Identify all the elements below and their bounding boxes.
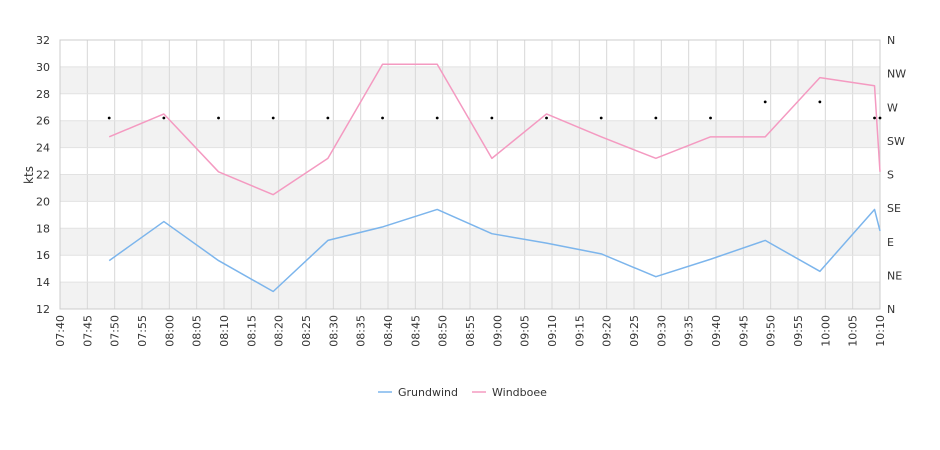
direction-marker [545, 116, 548, 120]
y-tick-label: 16 [36, 249, 50, 262]
y-tick-label: 20 [36, 195, 50, 208]
direction-marker [326, 116, 330, 120]
right-axis-label: N [887, 34, 895, 47]
direction-marker [271, 116, 275, 120]
x-tick-label: 09:15 [573, 315, 586, 347]
right-axis-label: W [887, 101, 898, 114]
legend-item-grundwind[interactable]: Grundwind [378, 386, 458, 399]
legend-label: Windboee [492, 386, 547, 399]
y-tick-label: 22 [36, 169, 50, 182]
series-lines [108, 63, 881, 293]
y-tick-label: 18 [36, 222, 50, 235]
x-tick-label: 08:45 [409, 315, 422, 347]
x-tick-label: 10:00 [819, 315, 832, 347]
direction-marker [654, 116, 658, 120]
right-axis-label: NW [887, 68, 906, 81]
x-tick-label: 07:40 [54, 315, 67, 347]
x-tick-label: 07:55 [136, 315, 149, 347]
right-axis-ticks: N NE E SE S SW W NW N [887, 34, 906, 316]
x-tick-label: 08:30 [327, 315, 340, 347]
x-tick-label: 09:35 [683, 315, 696, 347]
legend-item-windboee[interactable]: Windboee [472, 386, 547, 399]
y-tick-label: 12 [36, 303, 50, 316]
x-tick-label: 08:05 [191, 315, 204, 347]
plot-border [59, 39, 881, 310]
right-axis-label: S [887, 169, 894, 182]
x-tick-label: 09:55 [792, 315, 805, 347]
direction-marker [217, 116, 220, 120]
x-tick-label: 09:45 [737, 315, 750, 347]
right-axis-label: NE [887, 269, 902, 282]
direction-marker [435, 116, 439, 120]
x-tick-label: 09:05 [519, 315, 532, 347]
x-tick-label: 08:40 [382, 315, 395, 347]
direction-marker [599, 116, 603, 120]
x-tick-label: 08:55 [464, 315, 477, 347]
right-axis-label: N [887, 303, 895, 316]
legend[interactable]: Grundwind Windboee [378, 386, 547, 399]
x-tick-label: 09:25 [628, 315, 641, 347]
x-tick-label: 08:10 [218, 315, 231, 347]
y-tick-label: 26 [36, 115, 50, 128]
x-tick-label: 10:05 [847, 315, 860, 347]
direction-marker [490, 116, 494, 120]
direction-marker [873, 116, 876, 120]
legend-label: Grundwind [398, 386, 458, 399]
y-tick-label: 14 [36, 276, 50, 289]
direction-markers [107, 100, 882, 120]
x-tick-label: 09:40 [710, 315, 723, 347]
direction-marker [162, 116, 166, 120]
y-tick-label: 30 [36, 61, 50, 74]
x-tick-label: 07:45 [81, 315, 94, 347]
direction-marker [818, 100, 822, 104]
x-tick-label: 10:10 [874, 315, 887, 347]
y-tick-label: 24 [36, 142, 50, 155]
y-tick-label: 28 [36, 88, 50, 101]
series-line-grundwind [108, 208, 881, 293]
x-tick-label: 09:10 [546, 315, 559, 347]
direction-marker [107, 116, 111, 120]
right-axis-label: SW [887, 135, 905, 148]
x-tick-label: 08:00 [163, 315, 176, 347]
direction-marker [709, 116, 712, 120]
x-tick-label: 08:25 [300, 315, 313, 347]
right-axis-label: SE [887, 202, 901, 215]
y-axis-ticks: 12 14 16 18 20 22 24 26 28 30 32 [36, 34, 50, 316]
x-tick-label: 08:15 [245, 315, 258, 347]
direction-marker [381, 116, 384, 120]
y-axis-title: kts [22, 166, 36, 184]
right-axis-label: E [887, 236, 894, 249]
direction-marker [763, 100, 767, 104]
x-tick-label: 08:50 [437, 315, 450, 347]
x-tick-label: 08:20 [273, 315, 286, 347]
series-line-windboee [108, 63, 881, 196]
x-axis-ticks: 07:40 07:45 07:50 07:55 08:00 08:05 08:10 08:15… [54, 315, 887, 347]
x-tick-label: 09:30 [655, 315, 668, 347]
y-tick-label: 32 [36, 34, 50, 47]
x-tick-label: 09:20 [601, 315, 614, 347]
direction-marker [878, 116, 882, 120]
x-tick-label: 08:35 [355, 315, 368, 347]
x-tick-label: 07:50 [109, 315, 122, 347]
x-tick-label: 09:00 [491, 315, 504, 347]
x-tick-label: 09:50 [765, 315, 778, 347]
